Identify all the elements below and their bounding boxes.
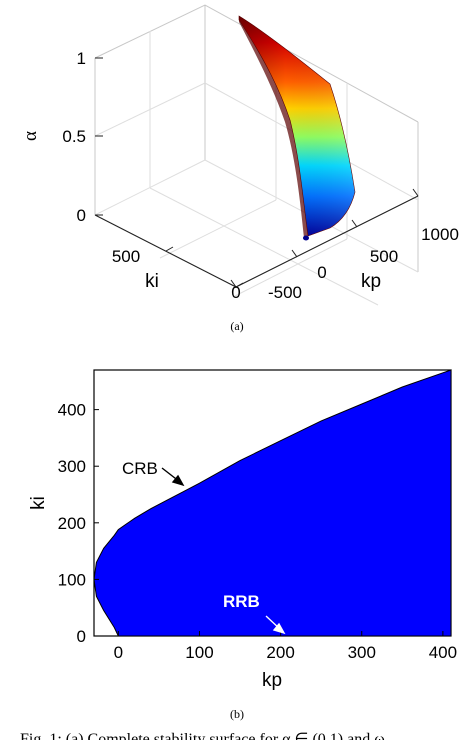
y-tick-label: 100 — [58, 570, 86, 589]
subfigure-label-b: (b) — [230, 707, 244, 721]
y-tick-label: 0 — [231, 283, 240, 302]
stability-surface — [238, 15, 356, 241]
x-tick-label: 0 — [114, 643, 123, 662]
x-tick-label: 500 — [370, 247, 398, 266]
y-tick-label: 500 — [112, 247, 140, 266]
y-tick-label: 400 — [58, 401, 86, 420]
y-tick-label: 200 — [58, 514, 86, 533]
rrb-annotation: RRB — [223, 592, 260, 611]
x-tick-label: 300 — [348, 643, 376, 662]
axis-lines-3d — [94, 195, 419, 288]
figure-caption: Fig. 1: (a) Complete stability surface f… — [20, 731, 385, 740]
tick-marks-3d — [95, 57, 419, 288]
x-tick-label: 200 — [266, 643, 294, 662]
stable-region — [93, 369, 452, 637]
area-plot-b: 0 100 200 300 400 0 100 200 300 400 kp ki CRB RR… — [28, 369, 457, 721]
stable-region-area — [93, 369, 452, 637]
y-axis-label: ki — [145, 271, 159, 292]
x-tick-label: 0 — [317, 263, 326, 282]
crb-annotation: CRB — [122, 459, 158, 478]
x-tick-label: 1000 — [421, 225, 459, 244]
surface-plot-a: 1 0.5 0 α 500 0 ki -500 0 500 1000 kp (a… — [20, 4, 459, 333]
z-axis-label: α — [20, 131, 41, 141]
y-tick-label: 0 — [77, 627, 86, 646]
y-tick-label: 300 — [58, 457, 86, 476]
z-tick-label: 0 — [77, 206, 86, 225]
x-ticks: 0 100 200 300 400 — [114, 631, 457, 662]
z-tick-label: 0.5 — [62, 127, 86, 146]
y-ticks: 0 100 200 300 400 — [58, 401, 99, 646]
x-axis-label: kp — [262, 670, 282, 691]
x-axis-label: kp — [361, 271, 381, 292]
y-axis-label: ki — [28, 496, 49, 510]
x-tick-label: 400 — [429, 643, 457, 662]
rrb-arrow — [265, 615, 286, 635]
x-tick-label: -500 — [268, 283, 302, 302]
z-tick-label: 1 — [77, 49, 86, 68]
subfigure-label-a: (a) — [230, 319, 243, 333]
crb-arrow — [161, 467, 185, 487]
x-tick-label: 100 — [185, 643, 213, 662]
